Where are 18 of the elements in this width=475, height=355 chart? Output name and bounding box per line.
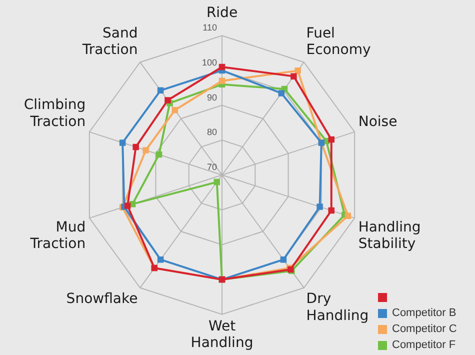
y-tick-label: 70	[206, 162, 217, 172]
spoke-label: Noise	[358, 114, 398, 130]
spoke-label: Sand Traction	[81, 25, 138, 58]
spoke-label: Snowflake	[66, 291, 138, 308]
spoke-label: Mud Traction	[29, 219, 86, 252]
y-tick-label: 100	[202, 57, 217, 68]
spoke-label: Ride	[206, 4, 238, 21]
spoke-label: Fuel Economy	[306, 25, 371, 58]
y-tick-label: 80	[206, 127, 217, 138]
y-tick-label: 90	[206, 92, 217, 102]
spoke-label: Climbing Traction	[24, 97, 86, 130]
y-tick-label: 110	[202, 22, 217, 33]
spoke-label: Wet Handling	[190, 318, 254, 352]
legend-label: Competitor B	[392, 307, 456, 319]
legend-label: Competitor F	[392, 339, 456, 351]
legend-label: Competitor C	[392, 323, 457, 335]
spoke-label: Dry Handling	[306, 291, 369, 324]
spoke-label: Handling Stability	[358, 219, 421, 252]
